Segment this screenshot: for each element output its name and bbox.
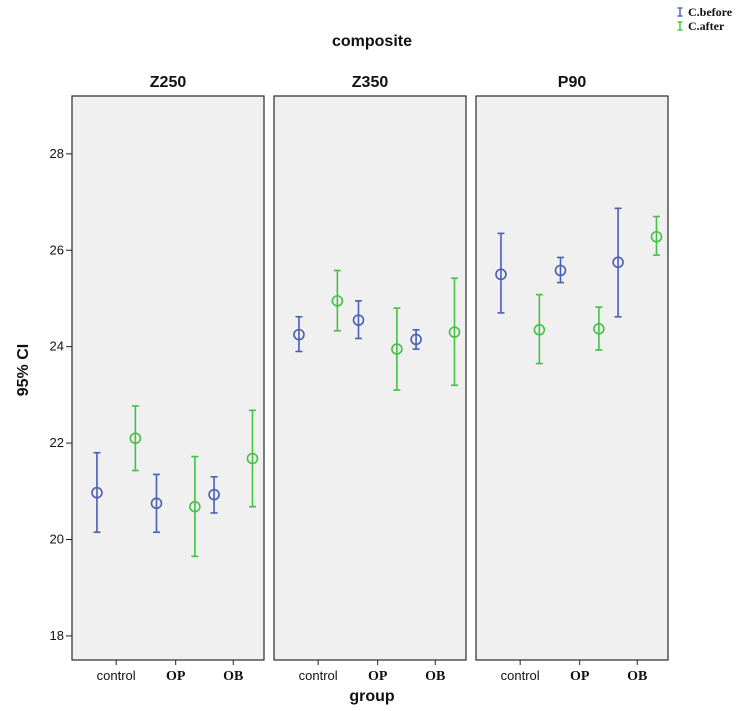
- panel-z250: Z250 control OP OB: [71, 74, 265, 684]
- x-tick-label: OB: [223, 669, 243, 684]
- y-tick-label: 18: [50, 628, 64, 643]
- y-tick-label: 24: [50, 339, 64, 354]
- series-c-before: [91, 451, 220, 534]
- panel-title: P90: [558, 74, 587, 91]
- y-tick-label: 28: [50, 146, 64, 161]
- mean-point: [246, 452, 259, 465]
- y-tick-label: 22: [50, 435, 64, 450]
- plot-area: Z250 control OP OB Z350 control OP OB P90 control…: [50, 74, 669, 684]
- series-c-before: [293, 300, 422, 353]
- mean-point: [391, 343, 403, 355]
- legend-label: C.before: [688, 5, 733, 19]
- panel-p90: P90 control OP OB: [475, 74, 669, 684]
- x-tick-label: OB: [627, 669, 647, 684]
- y-tick-label: 26: [50, 242, 64, 257]
- legend-item-c-after: C.after: [677, 19, 725, 33]
- x-tick-label: OP: [368, 669, 388, 684]
- mean-point: [612, 256, 624, 269]
- panel-frame: [475, 95, 669, 661]
- panel-title: Z350: [352, 74, 389, 91]
- mean-point: [208, 488, 220, 501]
- x-tick-label: OP: [166, 669, 186, 684]
- y-tick-label: 20: [50, 531, 64, 546]
- panel-title: Z250: [150, 74, 187, 91]
- mean-point: [150, 497, 163, 510]
- mean-point: [448, 326, 461, 339]
- x-tick-label: control: [299, 668, 338, 683]
- x-tick-label: control: [97, 668, 136, 683]
- x-tick-label: OB: [425, 669, 445, 684]
- mean-point: [189, 500, 201, 513]
- mean-point: [554, 264, 567, 277]
- y-axis-label: 95% CI: [15, 344, 32, 396]
- x-tick-label: OP: [570, 669, 590, 684]
- series-c-after: [129, 405, 259, 558]
- y-axis: 18 20 22 24 26 28: [50, 146, 72, 643]
- legend-label: C.after: [688, 19, 725, 33]
- mean-point: [352, 314, 365, 326]
- panel-z350: Z350 control OP OB: [273, 74, 467, 684]
- legend-item-c-before: C.before: [677, 5, 733, 19]
- series-c-after: [533, 215, 663, 365]
- mean-point: [650, 230, 663, 243]
- chart-title: composite: [332, 33, 412, 50]
- mean-point: [293, 328, 305, 341]
- x-axis-label: group: [349, 688, 395, 705]
- panel-frame: [71, 95, 265, 661]
- mean-point: [129, 432, 142, 445]
- mean-point: [495, 268, 507, 281]
- panel-frame: [273, 95, 467, 661]
- mean-point: [533, 323, 546, 336]
- mean-point: [331, 295, 344, 307]
- mean-point: [91, 486, 103, 499]
- series-c-before: [495, 207, 624, 318]
- series-c-after: [331, 269, 461, 391]
- mean-point: [593, 323, 605, 335]
- x-tick-label: control: [501, 668, 540, 683]
- mean-point: [410, 333, 422, 346]
